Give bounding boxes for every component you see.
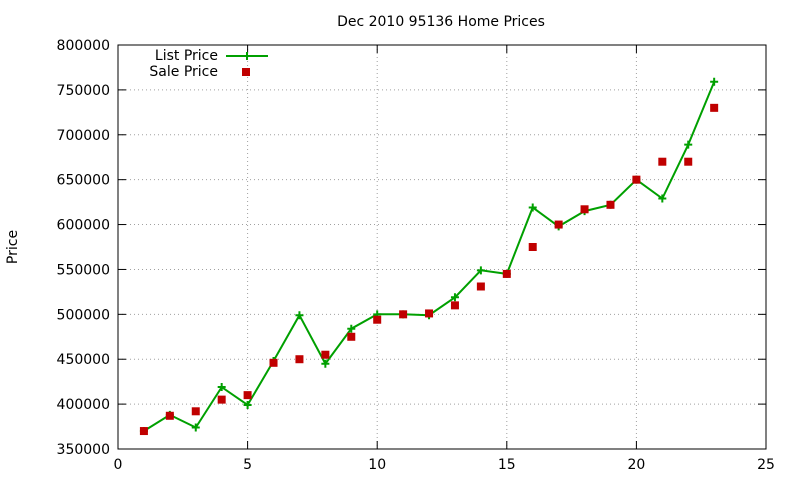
x-tick-label: 20 [627, 457, 645, 473]
list-price-point [476, 266, 485, 275]
y-tick-label: 350000 [57, 442, 110, 458]
sale-price-point [165, 411, 174, 420]
sale-price-point [217, 395, 226, 404]
y-tick-label: 800000 [57, 38, 110, 54]
sale-price-point [710, 103, 719, 112]
x-tick-label: 0 [114, 457, 123, 473]
list-price-point [295, 311, 304, 320]
sale-price-point [399, 310, 408, 319]
y-tick-label: 450000 [57, 352, 110, 368]
list-price-point [191, 423, 200, 432]
sale-price-point [502, 269, 511, 278]
x-tick-label: 15 [498, 457, 516, 473]
axis-ticks: 350000 400000 450000 500000 550000 600000 6500… [57, 38, 775, 473]
list-price-point [321, 359, 330, 368]
y-tick-label: 750000 [57, 83, 110, 99]
x-tick-label: 10 [368, 457, 386, 473]
series-layer [139, 77, 719, 436]
sale-price-point [373, 315, 382, 324]
plot-frame [117, 44, 767, 450]
y-tick-label: 650000 [57, 173, 110, 189]
list-price-point [710, 77, 719, 86]
list-price-point [684, 140, 693, 149]
y-tick-label: 550000 [57, 262, 110, 278]
sale-price-point [347, 332, 356, 341]
legend-label-sale-price: Sale Price [149, 64, 218, 80]
sale-price-point [139, 427, 148, 436]
sale-price-point [658, 157, 667, 166]
list-price-point [347, 324, 356, 333]
sale-price-point [191, 407, 200, 416]
list-price-point [658, 194, 667, 203]
sale-price-point [321, 350, 330, 359]
sale-price-point [450, 301, 459, 310]
legend-label-list-price: List Price [155, 48, 218, 64]
y-tick-label: 400000 [57, 397, 110, 413]
list-price-point [217, 383, 226, 392]
list-price-point [450, 293, 459, 302]
list-price-line [143, 81, 716, 432]
chart-title: Dec 2010 95136 Home Prices [337, 14, 545, 30]
sale-price-point [528, 243, 537, 251]
legend-marker-sale-price [242, 68, 250, 76]
sale-price-point [425, 309, 434, 318]
list-price-point [528, 203, 537, 212]
sale-price-point [554, 220, 563, 229]
sale-price-point [295, 355, 304, 364]
legend-marker-list-price [243, 52, 251, 60]
sale-price-point [269, 358, 278, 367]
sale-price-point [476, 282, 485, 291]
sale-price-point [606, 200, 615, 209]
y-tick-label: 600000 [57, 218, 110, 234]
sale-price-point [684, 157, 693, 166]
sale-price-point [632, 175, 641, 184]
y-axis-label: Price [5, 230, 21, 264]
x-tick-label: 25 [757, 457, 775, 473]
sale-price-point [580, 205, 589, 214]
list-price-point [243, 401, 252, 410]
x-tick-label: 5 [243, 457, 252, 473]
y-tick-label: 500000 [57, 307, 110, 323]
y-tick-label: 700000 [57, 128, 110, 144]
sale-price-point [243, 391, 252, 400]
grid [118, 45, 766, 449]
